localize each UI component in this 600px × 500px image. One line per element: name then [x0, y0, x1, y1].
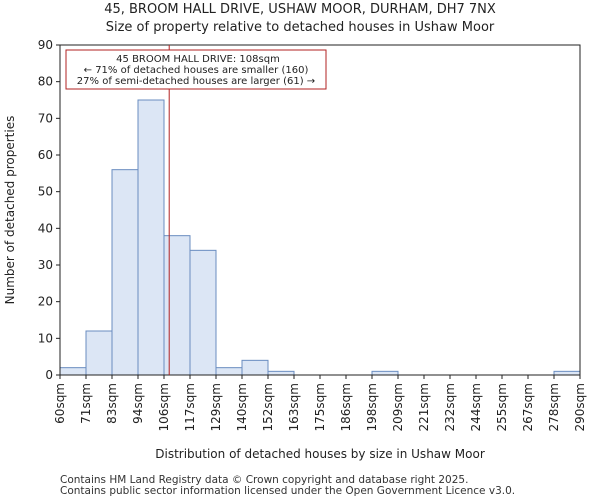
- x-tick-label: 106sqm: [157, 383, 171, 431]
- y-tick-label: 80: [38, 75, 53, 89]
- x-tick-label: 140sqm: [235, 383, 249, 431]
- histogram-bar: [215, 367, 243, 376]
- x-tick-label: 232sqm: [443, 383, 457, 431]
- histogram-chart: 0 10 20 30 40 50 60 70 80 90 60sqm 71sqm 83sqm 94sqm…: [3, 38, 587, 461]
- y-tick-label: 20: [38, 295, 53, 309]
- x-tick-label: 209sqm: [391, 383, 405, 431]
- footer-line-1: Contains HM Land Registry data © Crown c…: [60, 474, 469, 486]
- histogram-bar: [267, 370, 295, 376]
- x-tick-label: 198sqm: [365, 383, 379, 431]
- annotation-box: 45 BROOM HALL DRIVE: 108sqm ← 71% of det…: [65, 49, 327, 90]
- histogram-bar: [189, 249, 217, 376]
- x-axis-label: Distribution of detached houses by size …: [155, 447, 485, 461]
- x-tick-label: 267sqm: [521, 383, 535, 431]
- x-tick-label: 278sqm: [547, 383, 561, 431]
- x-tick-label: 117sqm: [183, 383, 197, 431]
- x-tick-label: 60sqm: [53, 383, 67, 424]
- histogram-bar: [553, 370, 581, 376]
- x-tick-label: 255sqm: [495, 383, 509, 431]
- annotation-line-3: 27% of semi-detached houses are larger (…: [77, 76, 315, 87]
- y-tick-label: 70: [38, 111, 53, 125]
- histogram-bar: [137, 99, 165, 376]
- x-tick-label: 221sqm: [417, 383, 431, 431]
- y-tick-label: 10: [38, 331, 53, 345]
- x-tick-label: 129sqm: [209, 383, 223, 431]
- chart-title: 45, BROOM HALL DRIVE, USHAW MOOR, DURHAM…: [104, 2, 496, 17]
- footer-line-2: Contains public sector information licen…: [60, 485, 516, 497]
- y-tick-label: 0: [45, 368, 53, 382]
- x-tick-label: 244sqm: [469, 383, 483, 431]
- x-tick-label: 186sqm: [339, 383, 353, 431]
- x-tick-label: 175sqm: [313, 383, 327, 431]
- histogram-bar: [163, 235, 191, 376]
- histogram-bar: [371, 370, 399, 376]
- y-tick-label: 30: [38, 258, 53, 272]
- x-tick-label: 71sqm: [79, 383, 93, 424]
- y-axis-label: Number of detached properties: [3, 116, 17, 305]
- histogram-bar: [241, 359, 269, 376]
- y-tick-label: 40: [38, 221, 53, 235]
- x-tick-label: 83sqm: [105, 383, 119, 424]
- annotation-line-2: ← 71% of detached houses are smaller (16…: [84, 65, 309, 76]
- histogram-bar: [85, 330, 113, 376]
- y-tick-label: 90: [38, 38, 53, 52]
- x-tick-label: 94sqm: [131, 383, 145, 424]
- histogram-bar: [59, 367, 87, 376]
- y-tick-label: 60: [38, 148, 53, 162]
- annotation-line-1: 45 BROOM HALL DRIVE: 108sqm: [116, 54, 280, 65]
- x-tick-label: 290sqm: [573, 383, 587, 431]
- y-tick-label: 50: [38, 185, 53, 199]
- x-tick-label: 163sqm: [287, 383, 301, 431]
- x-tick-label: 152sqm: [261, 383, 275, 431]
- chart-subtitle: Size of property relative to detached ho…: [105, 20, 495, 35]
- histogram-bar: [111, 169, 139, 376]
